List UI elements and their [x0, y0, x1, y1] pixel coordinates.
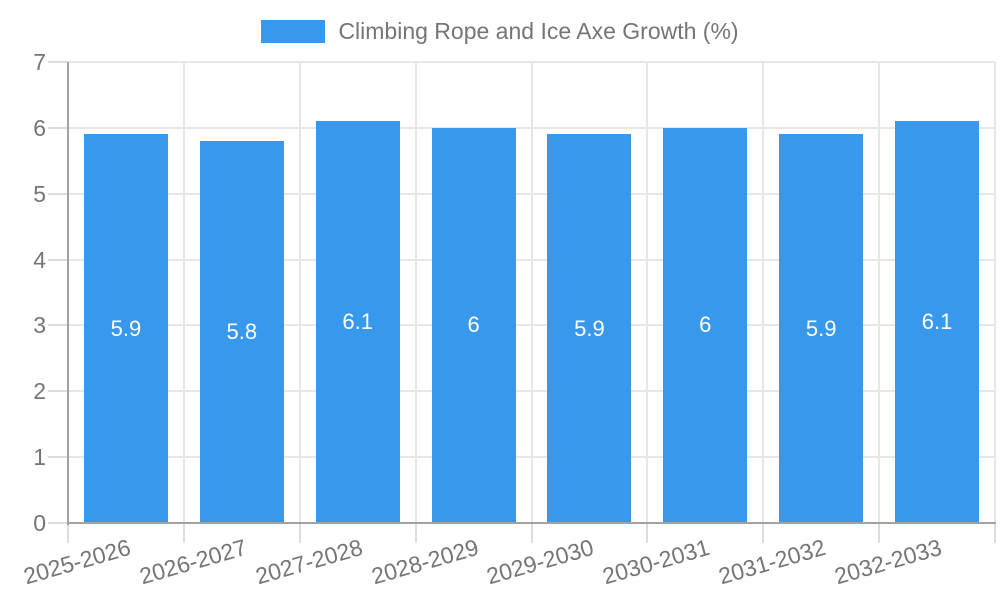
v-gridline: [414, 62, 417, 523]
bar-value-label: 5.9: [805, 315, 837, 341]
y-tick-mark: [48, 192, 68, 195]
bar-value-label: 6: [467, 312, 480, 338]
x-axis-line: [67, 522, 996, 524]
y-axis-label: 1: [33, 444, 46, 471]
x-tick-mark: [298, 523, 301, 543]
v-gridline: [646, 62, 649, 523]
bar-value-label: 5.9: [574, 315, 605, 341]
y-tick-mark: [48, 324, 68, 327]
y-tick-mark: [48, 258, 68, 261]
y-tick-mark: [48, 456, 68, 459]
y-tick-mark: [48, 522, 68, 524]
bar-value-label: 6: [699, 312, 712, 338]
v-gridline: [878, 62, 881, 523]
y-axis-label: 7: [33, 49, 46, 75]
bar: [663, 127, 748, 523]
y-axis-label: 6: [33, 114, 46, 141]
bar: [895, 121, 980, 523]
bar: [315, 121, 400, 523]
y-axis-label: 0: [33, 510, 46, 536]
x-tick-mark: [994, 523, 996, 543]
bar: [83, 134, 168, 523]
bar: [547, 134, 632, 523]
bar-value-label: 6.1: [921, 309, 953, 335]
v-gridline: [762, 62, 765, 523]
bar-value-label: 5.8: [226, 319, 258, 344]
v-gridline: [298, 62, 301, 523]
y-axis-label: 4: [33, 246, 46, 273]
y-tick-mark: [48, 390, 68, 393]
x-tick-mark: [67, 523, 69, 543]
v-gridline: [530, 62, 533, 523]
legend-label: Climbing Rope and Ice Axe Growth (%): [338, 17, 739, 44]
x-tick-mark: [414, 523, 417, 543]
x-tick-mark: [646, 523, 649, 543]
y-axis-label: 2: [33, 378, 46, 405]
y-axis-label: 3: [33, 312, 46, 339]
bar: [431, 127, 516, 523]
x-tick-mark: [182, 523, 185, 543]
v-gridline: [182, 62, 185, 523]
x-tick-mark: [762, 523, 765, 543]
v-gridline: [994, 62, 996, 523]
y-tick-mark: [48, 126, 68, 129]
y-tick-mark: [48, 61, 68, 63]
y-axis-label: 5: [33, 180, 46, 207]
bar-value-label: 5.9: [110, 315, 142, 341]
x-tick-mark: [878, 523, 881, 543]
bar: [199, 141, 284, 523]
y-axis-line: [67, 62, 69, 525]
legend-color-swatch: [261, 19, 326, 43]
bar: [779, 134, 864, 523]
chart-legend[interactable]: Climbing Rope and Ice Axe Growth (%): [0, 17, 1000, 45]
x-tick-mark: [530, 523, 533, 543]
bar-value-label: 6.1: [342, 309, 373, 335]
